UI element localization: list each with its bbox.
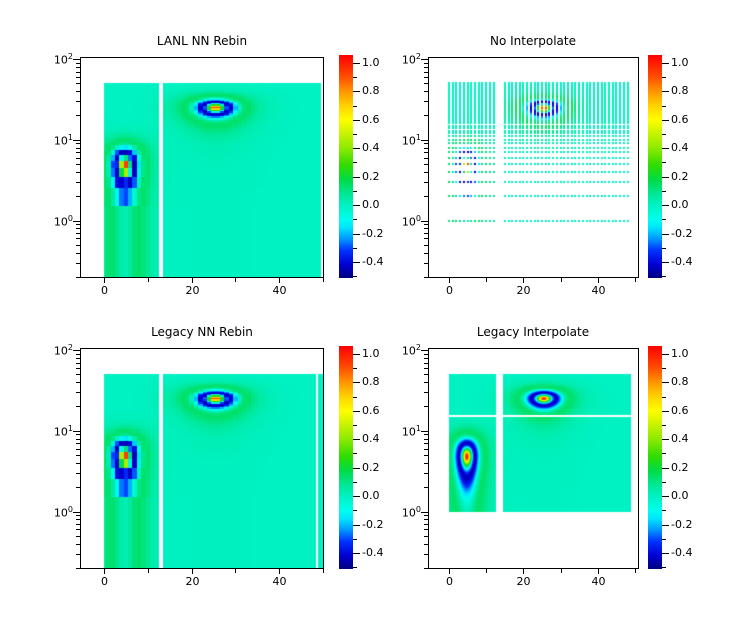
colorbar-legacy-interpolate bbox=[648, 346, 662, 569]
colorbar-tick-label: 0.0 bbox=[671, 489, 689, 502]
colorbar-tick-label: 0.6 bbox=[362, 113, 380, 126]
x-tick-label: 20 bbox=[516, 575, 531, 588]
y-tick-exponent: 1 bbox=[67, 423, 73, 433]
y-tick-exponent: 1 bbox=[67, 132, 73, 142]
colorbar-tick-label: 0.8 bbox=[671, 84, 689, 97]
colorbar-tick-label: 1.0 bbox=[362, 56, 380, 69]
y-tick-label: 102 bbox=[53, 51, 73, 67]
x-tick-label: 0 bbox=[101, 575, 108, 588]
panel-title-lanl-nn-rebin: LANL NN Rebin bbox=[156, 34, 248, 48]
y-tick-label: 101 bbox=[53, 423, 73, 439]
y-tick-label: 102 bbox=[401, 342, 421, 358]
colorbar-tick-label: 0.0 bbox=[362, 198, 380, 211]
x-tick-label: 0 bbox=[446, 284, 453, 297]
colorbar-tick-label: 0.0 bbox=[362, 489, 380, 502]
colorbar-tick-label: -0.2 bbox=[362, 518, 384, 531]
y-tick-exponent: 2 bbox=[415, 51, 421, 61]
colorbar-lanl-nn-rebin bbox=[339, 55, 353, 278]
y-tick-label: 100 bbox=[401, 504, 421, 520]
colorbar-tick-label: 0.6 bbox=[671, 404, 689, 417]
y-tick-label: 101 bbox=[401, 132, 421, 148]
colorbar-tick-label: 0.8 bbox=[362, 375, 380, 388]
x-tick-label: 40 bbox=[272, 575, 287, 588]
y-tick-exponent: 0 bbox=[67, 504, 73, 514]
colorbar-tick-label: -0.4 bbox=[671, 546, 693, 559]
colorbar-tick-label: -0.2 bbox=[362, 227, 384, 240]
y-tick-exponent: 0 bbox=[415, 213, 421, 223]
x-tick-label: 0 bbox=[101, 284, 108, 297]
colorbar-tick-label: 0.4 bbox=[362, 432, 380, 445]
x-tick-label: 20 bbox=[185, 575, 200, 588]
colorbar-tick-label: -0.2 bbox=[671, 518, 693, 531]
colorbar-tick-label: -0.2 bbox=[671, 227, 693, 240]
colorbar-tick-label: 0.0 bbox=[671, 198, 689, 211]
colorbar-tick-label: 0.8 bbox=[362, 84, 380, 97]
x-tick-label: 40 bbox=[591, 575, 606, 588]
colorbar-tick-label: 0.4 bbox=[671, 432, 689, 445]
y-tick-label: 102 bbox=[401, 51, 421, 67]
panel-title-no-interpolate: No Interpolate bbox=[489, 34, 577, 48]
colorbar-tick-label: 0.2 bbox=[671, 461, 689, 474]
colorbar-tick-label: 1.0 bbox=[671, 347, 689, 360]
colorbar-tick-label: -0.4 bbox=[671, 255, 693, 268]
x-tick-label: 40 bbox=[272, 284, 287, 297]
y-tick-exponent: 1 bbox=[415, 423, 421, 433]
x-tick-label: 0 bbox=[446, 575, 453, 588]
y-tick-exponent: 2 bbox=[67, 342, 73, 352]
y-tick-exponent: 0 bbox=[67, 213, 73, 223]
colorbar-tick-label: 1.0 bbox=[671, 56, 689, 69]
y-tick-label: 101 bbox=[401, 423, 421, 439]
colorbar-tick-label: 0.4 bbox=[671, 141, 689, 154]
colorbar-tick-label: -0.4 bbox=[362, 546, 384, 559]
y-tick-label: 100 bbox=[401, 213, 421, 229]
colorbar-tick-label: 1.0 bbox=[362, 347, 380, 360]
y-tick-label: 100 bbox=[53, 504, 73, 520]
colorbar-tick-label: 0.2 bbox=[362, 170, 380, 183]
colorbar-tick-label: 0.2 bbox=[362, 461, 380, 474]
colorbar-tick-label: -0.4 bbox=[362, 255, 384, 268]
heatmap-lanl-nn-rebin bbox=[80, 57, 323, 277]
heatmap-legacy-nn-rebin bbox=[80, 348, 323, 568]
y-tick-label: 101 bbox=[53, 132, 73, 148]
y-tick-exponent: 1 bbox=[415, 132, 421, 142]
y-tick-exponent: 2 bbox=[415, 342, 421, 352]
panel-title-legacy-interpolate: Legacy Interpolate bbox=[476, 325, 590, 339]
y-tick-exponent: 0 bbox=[415, 504, 421, 514]
colorbar-tick-label: 0.2 bbox=[671, 170, 689, 183]
panel-title-legacy-nn-rebin: Legacy NN Rebin bbox=[151, 325, 253, 339]
x-tick-label: 40 bbox=[591, 284, 606, 297]
colorbar-tick-label: 0.8 bbox=[671, 375, 689, 388]
colorbar-no-interpolate bbox=[648, 55, 662, 278]
heatmap-legacy-interpolate bbox=[428, 348, 638, 568]
heatmap-no-interpolate bbox=[428, 57, 638, 277]
colorbar-tick-label: 0.6 bbox=[671, 113, 689, 126]
x-tick-label: 20 bbox=[185, 284, 200, 297]
y-tick-label: 102 bbox=[53, 342, 73, 358]
x-tick-label: 20 bbox=[516, 284, 531, 297]
colorbar-tick-label: 0.6 bbox=[362, 404, 380, 417]
colorbar-tick-label: 0.4 bbox=[362, 141, 380, 154]
y-tick-label: 100 bbox=[53, 213, 73, 229]
y-tick-exponent: 2 bbox=[67, 51, 73, 61]
colorbar-legacy-nn-rebin bbox=[339, 346, 353, 569]
